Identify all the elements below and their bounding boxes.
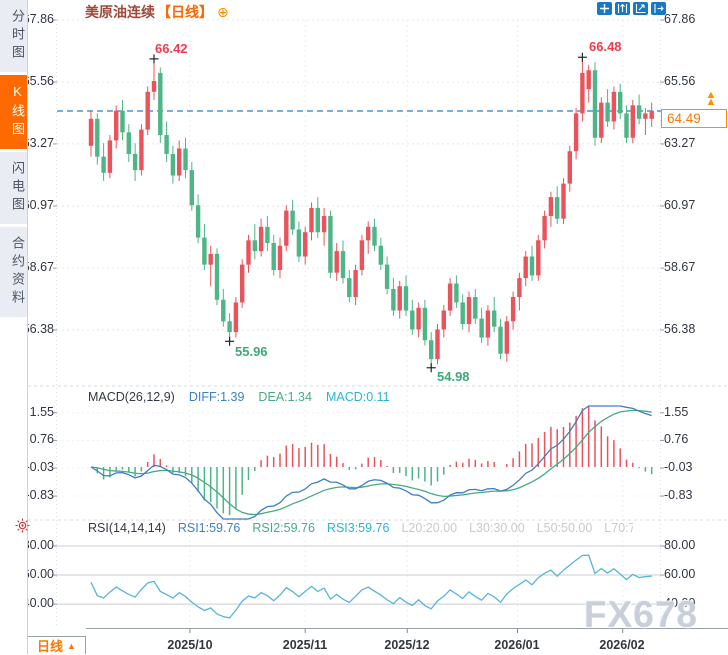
rsi-axis-label: 60.00 bbox=[664, 567, 696, 581]
rsi-axis-label: 40.00 bbox=[664, 596, 696, 610]
current-price-tag: 64.49 bbox=[661, 109, 727, 128]
x-axis-label: 2026/01 bbox=[494, 638, 540, 652]
timeframe-selector-label: 日线 bbox=[37, 639, 64, 654]
price-axis-label: 58.67 bbox=[22, 260, 54, 274]
high-annotation: 66.42 bbox=[155, 41, 188, 56]
exit-icon[interactable] bbox=[651, 2, 666, 15]
macd-hist-value: MACD:0.11 bbox=[325, 390, 390, 404]
rsi2-value: RSI2:59.76 bbox=[252, 521, 315, 535]
rsi-l70-level: L70:7 bbox=[604, 521, 633, 535]
axis-scale-icon[interactable] bbox=[615, 2, 630, 15]
price-up-arrows-icon: ▲ ▲ bbox=[705, 89, 717, 108]
price-axis-label: 58.67 bbox=[664, 260, 696, 274]
timeframe-selector[interactable]: 日线 ▲ bbox=[28, 636, 86, 654]
timeframe-caret-icon: ▲ bbox=[67, 640, 76, 651]
chart-title-row: 美原油连续 【日线】 ⊕ bbox=[85, 2, 229, 22]
low-annotation: 54.98 bbox=[437, 369, 470, 384]
timeframe-label: 【日线】 bbox=[157, 4, 213, 20]
sidebar-tab-timesharing[interactable]: 分时图 bbox=[0, 0, 27, 72]
rsi-l50-level: L50:50.00 bbox=[536, 521, 593, 535]
sidebar-tab-contract-info[interactable]: 合约资料 bbox=[0, 227, 27, 317]
rsi-l30-level: L30:30.00 bbox=[469, 521, 525, 535]
crosshair-icon[interactable] bbox=[597, 2, 612, 15]
sidebar: 分时图 K线图 闪电图 合约资料 bbox=[0, 0, 28, 654]
price-axis-label: 65.56 bbox=[22, 74, 54, 88]
price-axis-label: 65.56 bbox=[664, 74, 696, 88]
macd-title: MACD(26,12,9) bbox=[88, 390, 175, 404]
macd-axis-label: -0.03 bbox=[664, 460, 693, 474]
chart-toolbar bbox=[597, 2, 666, 15]
rsi-header: RSI(14,14,14) RSI1:59.76 RSI2:59.76 RSI3… bbox=[88, 521, 633, 535]
indicator-settings-icon[interactable] bbox=[14, 517, 31, 534]
rsi-axis-label: 60.00 bbox=[22, 567, 54, 581]
rsi-l20-level: L20:20.00 bbox=[401, 521, 458, 535]
price-axis-label: 56.38 bbox=[664, 322, 696, 336]
macd-axis-label: 0.76 bbox=[664, 432, 689, 446]
macd-axis-label: -0.83 bbox=[25, 488, 55, 502]
rsi-title: RSI(14,14,14) bbox=[88, 521, 166, 535]
price-axis-label: 60.97 bbox=[22, 198, 54, 212]
rsi1-value: RSI1:59.76 bbox=[177, 521, 241, 535]
fx678-watermark: FX678 bbox=[584, 594, 699, 635]
x-axis-label: 2025/12 bbox=[384, 638, 430, 652]
rsi-axis-label: 80.00 bbox=[664, 538, 696, 552]
macd-header: MACD(26,12,9) DIFF:1.39 DEA:1.34 MACD:0.… bbox=[88, 390, 390, 404]
instrument-name: 美原油连续 bbox=[85, 4, 155, 20]
high-annotation: 66.48 bbox=[589, 39, 622, 54]
price-axis-label: 56.38 bbox=[22, 322, 54, 336]
macd-axis-label: 1.55 bbox=[29, 405, 54, 419]
macd-axis-label: -0.03 bbox=[25, 460, 55, 474]
x-axis-label: 2026/02 bbox=[599, 638, 645, 652]
low-annotation: 55.96 bbox=[235, 344, 268, 359]
chart-scale-icon[interactable] bbox=[633, 2, 648, 15]
macd-axis-label: -0.83 bbox=[664, 488, 693, 502]
add-indicator-icon[interactable]: ⊕ bbox=[217, 3, 229, 20]
price-axis-label: 60.97 bbox=[664, 198, 696, 212]
x-axis-label: 2025/11 bbox=[282, 638, 328, 652]
price-axis-label: 63.27 bbox=[664, 136, 696, 150]
rsi3-value: RSI3:59.76 bbox=[326, 521, 390, 535]
x-axis-line bbox=[86, 628, 728, 629]
macd-diff-value: DIFF:1.39 bbox=[188, 390, 245, 404]
rsi-axis-label: 40.00 bbox=[22, 596, 54, 610]
x-axis-label: 2025/10 bbox=[167, 638, 213, 652]
rsi-axis-label: 80.00 bbox=[22, 538, 54, 552]
price-axis-label: 67.86 bbox=[22, 12, 54, 26]
macd-axis-label: 0.76 bbox=[29, 432, 54, 446]
macd-axis-label: 1.55 bbox=[664, 405, 689, 419]
macd-dea-value: DEA:1.34 bbox=[258, 390, 312, 404]
sidebar-tab-kline[interactable]: K线图 bbox=[0, 75, 27, 149]
price-axis-label: 63.27 bbox=[22, 136, 54, 150]
sidebar-tab-lightning[interactable]: 闪电图 bbox=[0, 152, 27, 224]
price-axis-label: 67.86 bbox=[664, 12, 696, 26]
